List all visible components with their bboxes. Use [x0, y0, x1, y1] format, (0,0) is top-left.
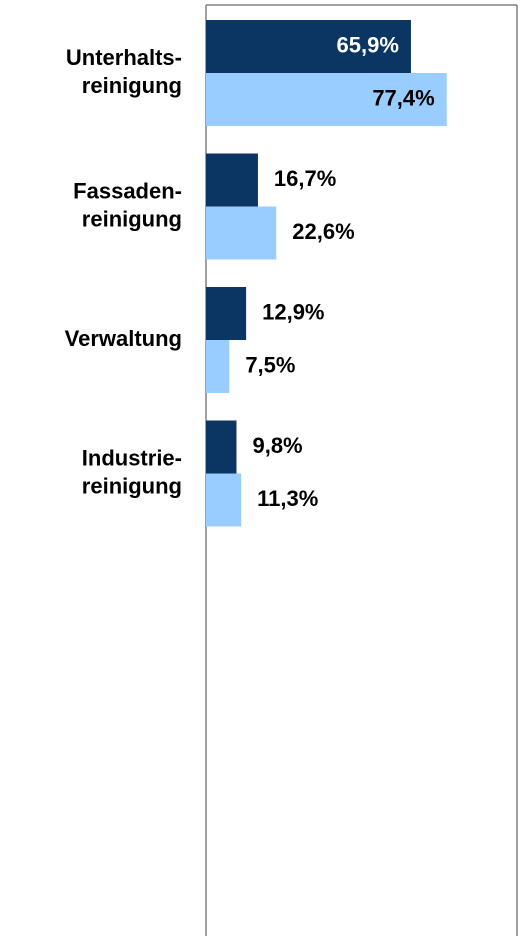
category-label: Unterhalts-reinigung	[66, 45, 182, 98]
value-label: 9,8%	[252, 433, 302, 458]
value-label: 65,9%	[337, 32, 399, 57]
bar	[206, 20, 411, 73]
bar	[206, 206, 277, 260]
bar	[206, 73, 447, 126]
value-label: 12,9%	[262, 299, 324, 324]
bar	[206, 473, 242, 527]
value-label: 77,4%	[372, 85, 434, 110]
value-label: 16,7%	[274, 166, 336, 191]
bar	[206, 420, 237, 474]
value-label: 7,5%	[245, 352, 295, 377]
category-label: Verwaltung	[65, 326, 182, 351]
value-label: 11,3%	[257, 486, 318, 511]
bar	[206, 287, 247, 340]
category-label: Industrie-reinigung	[82, 445, 182, 498]
bar	[206, 153, 258, 207]
value-label: 22,6%	[292, 219, 354, 244]
bar	[206, 340, 230, 393]
category-label: Fassaden-reinigung	[73, 178, 182, 231]
